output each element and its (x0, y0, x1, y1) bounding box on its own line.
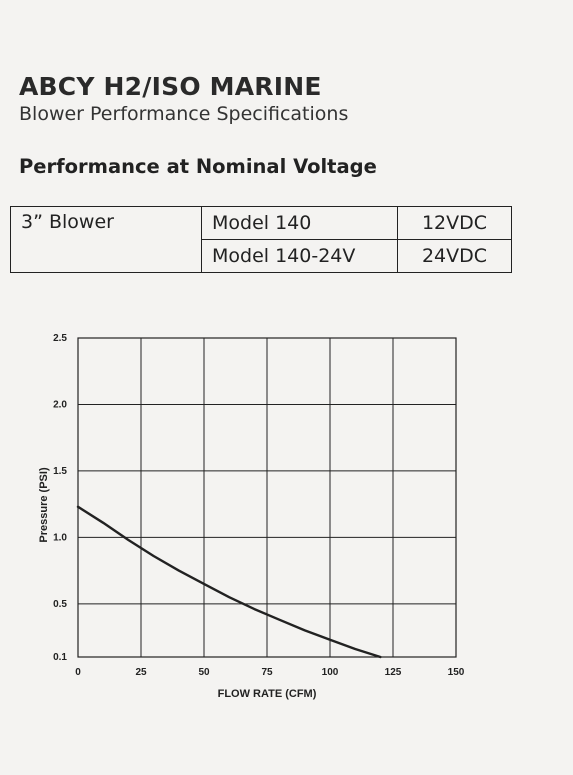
page-title: ABCY H2/ISO MARINE (19, 72, 322, 101)
y-tick-label: 1.5 (53, 466, 67, 477)
voltage-cell: 12VDC (397, 206, 512, 240)
performance-chart: 0 25 50 75 100 125 150 0.1 0.5 1.0 1.5 2.0 2.5 FLOW … (38, 333, 465, 700)
y-tick-label: 2.0 (53, 399, 67, 410)
page-subtitle: Blower Performance Specifications (19, 103, 349, 125)
x-tick-label: 125 (385, 667, 402, 678)
x-tick-label: 150 (448, 667, 465, 678)
x-tick-label: 75 (261, 667, 273, 678)
table-row: Model 140-24V 24VDC (11, 239, 512, 273)
chart-series (76, 505, 382, 659)
model-cell: Model 140 (201, 206, 398, 240)
table-row: 3” Blower Model 140 12VDC (10, 206, 512, 273)
series-line (76, 505, 382, 659)
chart-ticks: 0 25 50 75 100 125 150 0.1 0.5 1.0 1.5 2.0 2.5 (53, 333, 465, 678)
section-heading: Performance at Nominal Voltage (19, 155, 377, 178)
x-tick-label: 50 (198, 667, 210, 678)
voltage-cell: 24VDC (397, 239, 512, 273)
product-cell: 3” Blower (10, 206, 202, 273)
x-tick-label: 100 (322, 667, 339, 678)
x-tick-label: 25 (135, 667, 147, 678)
y-tick-label: 1.0 (53, 532, 67, 543)
x-axis-label: FLOW RATE (CFM) (218, 688, 317, 700)
model-cell: Model 140-24V (201, 239, 398, 273)
spec-table: 3” Blower Model 140 12VDC Model 140-24V … (10, 206, 512, 273)
y-axis-label: Pressure (PSI) (38, 467, 50, 543)
x-tick-label: 0 (75, 667, 81, 678)
y-tick-label: 0.1 (53, 652, 67, 663)
chart-grid (77, 337, 457, 658)
y-tick-label: 2.5 (53, 333, 67, 344)
y-tick-label: 0.5 (53, 599, 67, 610)
